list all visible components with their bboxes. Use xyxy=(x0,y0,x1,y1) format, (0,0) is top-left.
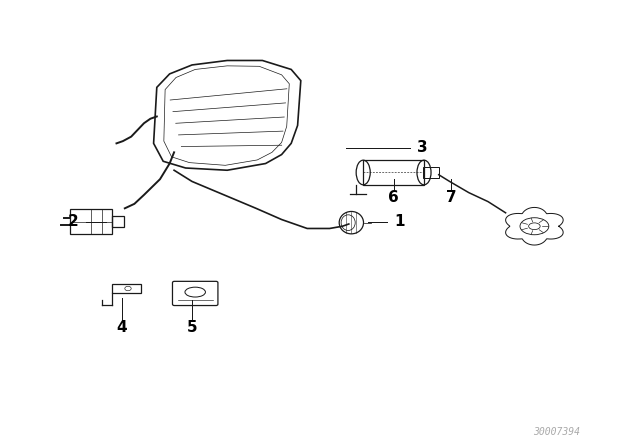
Text: 30007394: 30007394 xyxy=(533,427,580,437)
Text: 5: 5 xyxy=(187,319,197,335)
Text: 1: 1 xyxy=(395,214,405,229)
Text: 2: 2 xyxy=(68,214,79,229)
Text: 4: 4 xyxy=(116,319,127,335)
Text: 3: 3 xyxy=(417,140,428,155)
Text: 6: 6 xyxy=(388,190,399,205)
Text: 7: 7 xyxy=(446,190,456,205)
